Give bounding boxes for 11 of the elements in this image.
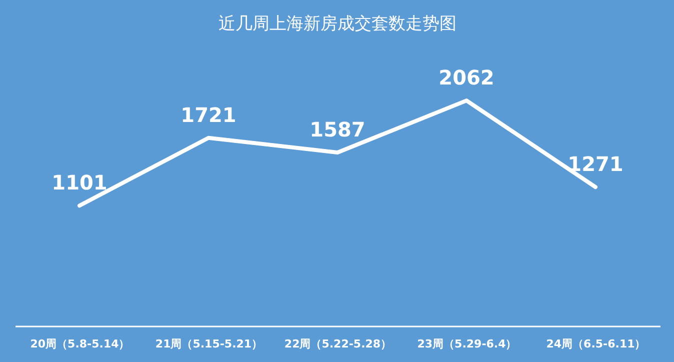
x-tick-label: 23周（5.29-6.4） [417,338,517,350]
chart-title: 近几周上海新房成交套数走势图 [218,14,456,34]
data-label: 1587 [310,118,366,142]
data-label: 1721 [180,102,236,127]
x-tick-label: 24周（6.5-6.11） [546,338,646,350]
x-tick-label: 22周（5.22-5.28） [284,338,392,350]
data-label: 1101 [52,170,108,195]
x-tick-label: 21周（5.15-5.21） [155,338,263,350]
data-label: 1271 [568,152,624,176]
x-tick-label: 20周（5.8-5.14） [30,338,130,350]
data-label: 2062 [438,66,494,90]
